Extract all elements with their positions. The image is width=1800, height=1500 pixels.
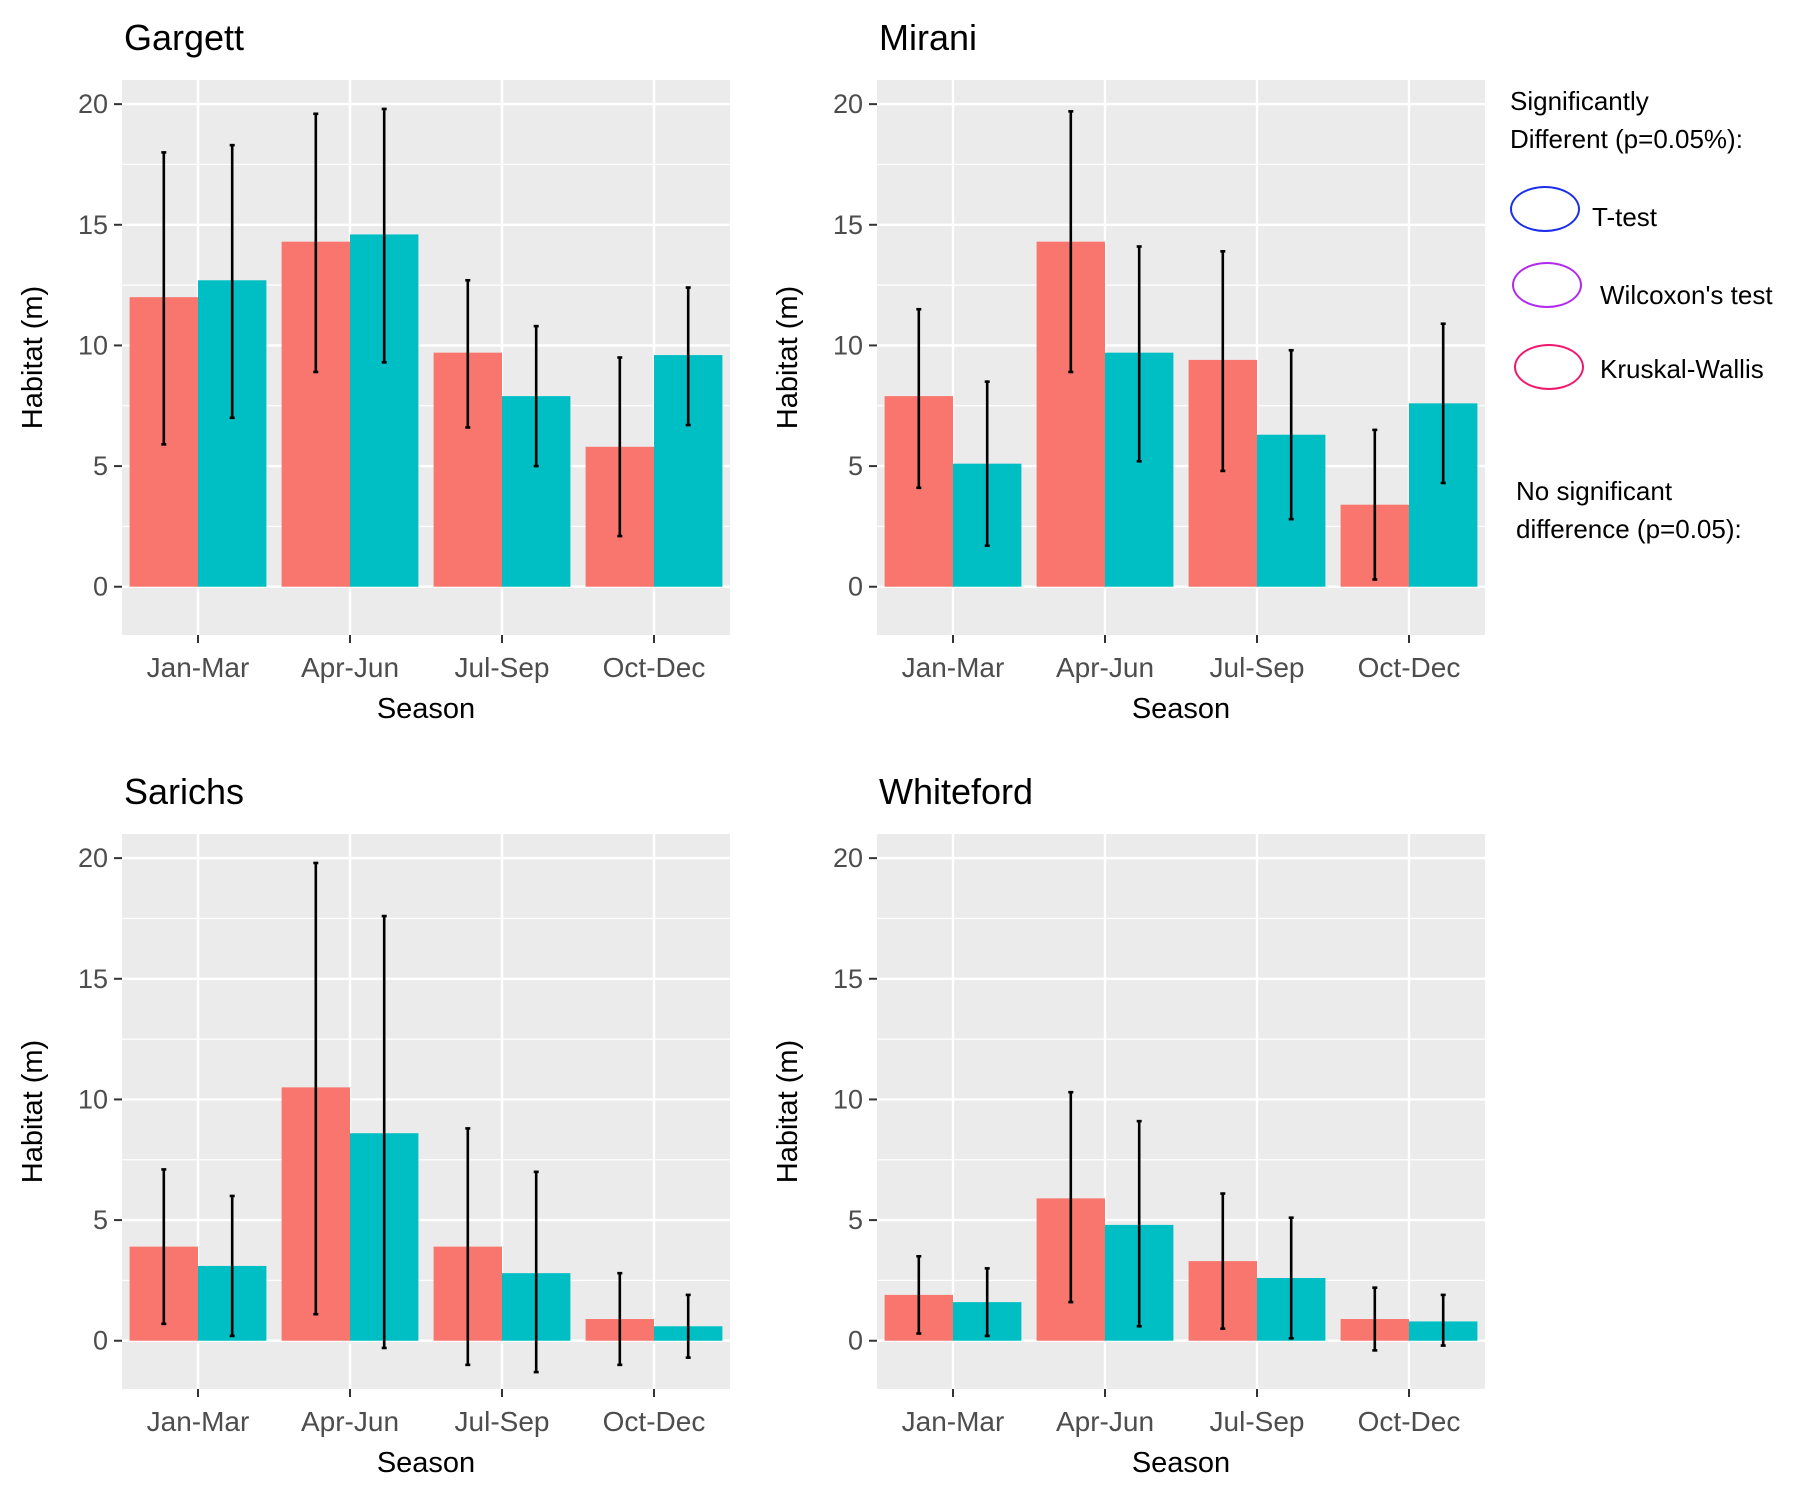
- panel-3: 0 5 10 15 20 Jan-Mar Apr-Jun Jul-Sep Oct-Dec Seas…: [772, 771, 1485, 1479]
- y-axis-title: Habitat (m): [17, 286, 49, 429]
- panel-title: Gargett: [124, 17, 244, 58]
- x-axis-title: Season: [377, 1447, 475, 1479]
- wilcoxon-ellipse-icon: [1512, 262, 1582, 308]
- x-tick-label: Jul-Sep: [1210, 652, 1305, 683]
- y-tick-label: 20: [833, 843, 863, 873]
- y-tick-label: 20: [78, 89, 108, 119]
- x-axis-title: Season: [1132, 693, 1230, 725]
- panel-2: 0 5 10 15 20 Jan-Mar Apr-Jun Jul-Sep Oct-Dec Seas…: [17, 771, 730, 1479]
- legend-significant-title-1: Significantly: [1510, 86, 1649, 116]
- x-tick-label: Oct-Dec: [1358, 1406, 1461, 1437]
- kruskal-wallis-ellipse-icon: [1514, 344, 1584, 390]
- x-tick-label: Jan-Mar: [147, 652, 250, 683]
- y-tick-label: 15: [833, 964, 863, 994]
- y-tick-label: 20: [833, 89, 863, 119]
- panel-1: 0 5 10 15 20 Jan-Mar Apr-Jun Jul-Sep Oct-Dec Seas…: [772, 17, 1485, 725]
- x-axis-title: Season: [1132, 1447, 1230, 1479]
- x-tick-label: Jan-Mar: [902, 1406, 1005, 1437]
- legend-no-significant-2: difference (p=0.05):: [1516, 514, 1742, 544]
- x-tick-label: Apr-Jun: [301, 652, 399, 683]
- y-tick-label: 10: [833, 330, 863, 360]
- x-tick-label: Jul-Sep: [455, 652, 550, 683]
- x-tick-label: Jan-Mar: [902, 652, 1005, 683]
- x-tick-label: Oct-Dec: [1358, 652, 1461, 683]
- y-axis-title: Habitat (m): [17, 1040, 49, 1183]
- legend-t-test-label: T-test: [1592, 202, 1658, 232]
- x-axis-title: Season: [377, 693, 475, 725]
- x-tick-label: Jan-Mar: [147, 1406, 250, 1437]
- y-tick-label: 5: [93, 451, 108, 481]
- y-tick-label: 15: [78, 210, 108, 240]
- y-axis-title: Habitat (m): [772, 286, 804, 429]
- legend-kruskal-wallis-label: Kruskal-Wallis: [1600, 354, 1764, 384]
- x-tick-label: Oct-Dec: [603, 652, 706, 683]
- y-tick-label: 5: [93, 1205, 108, 1235]
- plot-background: [877, 834, 1485, 1389]
- panel-title: Mirani: [879, 17, 977, 58]
- x-tick-label: Jul-Sep: [455, 1406, 550, 1437]
- y-tick-label: 20: [78, 843, 108, 873]
- y-tick-label: 15: [78, 964, 108, 994]
- y-tick-label: 0: [848, 1326, 863, 1356]
- x-tick-label: Apr-Jun: [1056, 1406, 1154, 1437]
- y-tick-label: 15: [833, 210, 863, 240]
- panel-title: Whiteford: [879, 771, 1033, 812]
- y-tick-label: 10: [78, 330, 108, 360]
- y-tick-label: 0: [93, 1326, 108, 1356]
- x-tick-label: Apr-Jun: [1056, 652, 1154, 683]
- y-tick-label: 10: [78, 1084, 108, 1114]
- legend-significant-title-2: Different (p=0.05%):: [1510, 124, 1743, 154]
- y-tick-label: 10: [833, 1084, 863, 1114]
- panel-title: Sarichs: [124, 771, 244, 812]
- legend-no-significant-1: No significant: [1516, 476, 1673, 506]
- panel-0: 0 5 10 15 20 Jan-Mar Apr-Jun Jul-Sep Oct-Dec Seas…: [17, 17, 730, 725]
- t-test-ellipse-icon: [1510, 186, 1580, 232]
- legend-wilcoxon-label: Wilcoxon's test: [1600, 280, 1773, 310]
- x-tick-label: Apr-Jun: [301, 1406, 399, 1437]
- x-tick-label: Oct-Dec: [603, 1406, 706, 1437]
- x-tick-label: Jul-Sep: [1210, 1406, 1305, 1437]
- y-tick-label: 5: [848, 1205, 863, 1235]
- y-tick-label: 0: [93, 572, 108, 602]
- y-tick-label: 5: [848, 451, 863, 481]
- y-tick-label: 0: [848, 572, 863, 602]
- y-axis-title: Habitat (m): [772, 1040, 804, 1183]
